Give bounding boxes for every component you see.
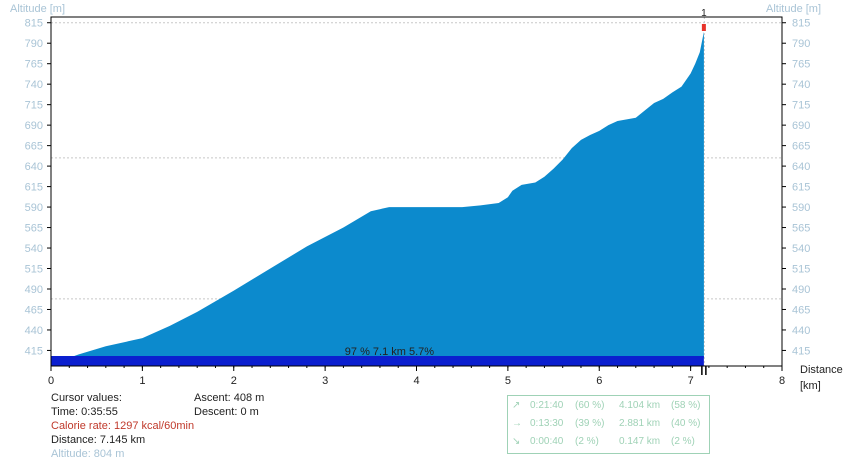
y-tick-label: 665 [25, 141, 43, 153]
y-tick-label: 465 [25, 304, 43, 316]
y-tick-label: 815 [25, 18, 43, 30]
x-tick-label: 8 [779, 375, 785, 387]
y-tick-label: 765 [792, 59, 810, 71]
x-tick-label: 3 [322, 375, 328, 387]
stat-distance-percent: (2 %) [671, 436, 695, 447]
y-tick-label: 640 [25, 161, 43, 173]
stat-time: 0:00:40 [530, 436, 564, 447]
y-axis-right-title: Altitude [m] [766, 3, 822, 15]
distance-value: Distance: 7.145 km [51, 434, 146, 446]
x-tick-label: 2 [231, 375, 237, 387]
y-tick-label: 715 [25, 100, 43, 112]
y-tick-label: 790 [25, 38, 43, 50]
y-axis-right: 415 440 465 490 515 540 565 590 615 640 665 690 715 7… [782, 18, 810, 357]
y-tick-label: 490 [792, 284, 810, 296]
downhill-arrow-icon: ↘ [512, 436, 521, 447]
end-marker [701, 24, 706, 31]
y-axis-left-title: Altitude [m] [10, 3, 66, 15]
x-tick-label: 1 [139, 375, 145, 387]
stat-time: 0:21:40 [530, 400, 564, 411]
y-tick-label: 765 [25, 59, 43, 71]
stat-distance: 2.881 km [619, 418, 661, 429]
stat-time-percent: (39 %) [575, 418, 605, 429]
cursor-values-heading: Cursor values: [51, 392, 122, 404]
y-tick-label: 590 [792, 202, 810, 214]
y-tick-label: 415 [25, 345, 43, 357]
y-tick-label: 515 [25, 264, 43, 276]
stat-time-percent: (60 %) [575, 400, 605, 411]
altitude-value: Altitude: 804 m [51, 448, 125, 460]
uphill-arrow-icon: ↗ [512, 400, 521, 411]
y-tick-label: 690 [25, 120, 43, 132]
x-tick-label: 5 [505, 375, 511, 387]
y-tick-label: 815 [792, 18, 810, 30]
end-marker-label: 1 [701, 8, 707, 19]
x-tick-label: 6 [596, 375, 602, 387]
y-tick-label: 740 [25, 79, 43, 91]
stat-distance: 0.147 km [619, 436, 661, 447]
y-tick-label: 465 [792, 304, 810, 316]
y-tick-label: 615 [25, 182, 43, 194]
progress-bar [51, 356, 704, 366]
y-tick-label: 515 [792, 264, 810, 276]
y-tick-label: 415 [792, 345, 810, 357]
y-tick-label: 690 [792, 120, 810, 132]
y-tick-label: 790 [792, 38, 810, 50]
y-tick-label: 715 [792, 100, 810, 112]
y-tick-label: 615 [792, 182, 810, 194]
y-tick-label: 565 [25, 223, 43, 235]
stat-distance: 4.104 km [619, 400, 661, 411]
x-axis-title: Distance [800, 364, 843, 376]
y-tick-label: 540 [792, 243, 810, 255]
calorie-rate-value: Calorie rate: 1297 kcal/60min [51, 420, 195, 432]
y-tick-label: 665 [792, 141, 810, 153]
y-axis-left: 415 440 465 490 515 540 565 590 615 640 665 690 715 7… [25, 18, 51, 357]
y-tick-label: 565 [792, 223, 810, 235]
stat-time: 0:13:30 [530, 418, 564, 429]
y-tick-label: 590 [25, 202, 43, 214]
time-value: Time: 0:35:55 [51, 406, 118, 418]
y-tick-label: 640 [792, 161, 810, 173]
stat-distance-percent: (40 %) [671, 418, 701, 429]
stat-time-percent: (2 %) [575, 436, 599, 447]
x-tick-label: 4 [413, 375, 419, 387]
y-tick-label: 540 [25, 243, 43, 255]
stat-row-uphill: ↗ 0:21:40 (60 %) 4.104 km (58 %) [508, 398, 708, 415]
ascent-value: Ascent: 408 m [194, 392, 265, 404]
y-tick-label: 440 [792, 325, 810, 337]
x-axis-unit: [km] [800, 380, 821, 392]
x-axis: 0 1 2 3 4 5 6 7 8 [48, 366, 785, 387]
y-tick-label: 740 [792, 79, 810, 91]
progress-bar-label: 97 % 7.1 km 5.7% [345, 346, 434, 358]
stat-row-flat: → 0:13:30 (39 %) 2.881 km (40 %) [508, 416, 708, 433]
stat-row-downhill: ↘ 0:00:40 (2 %) 0.147 km (2 %) [508, 434, 708, 451]
y-tick-label: 440 [25, 325, 43, 337]
elevation-area [51, 31, 704, 363]
segment-stats-box: ↗ 0:21:40 (60 %) 4.104 km (58 %) → 0:13:… [507, 395, 710, 454]
flat-arrow-icon: → [512, 418, 522, 429]
x-tick-label: 0 [48, 375, 54, 387]
stat-distance-percent: (58 %) [671, 400, 701, 411]
x-tick-label: 7 [688, 375, 694, 387]
y-tick-label: 490 [25, 284, 43, 296]
descent-value: Descent: 0 m [194, 406, 259, 418]
